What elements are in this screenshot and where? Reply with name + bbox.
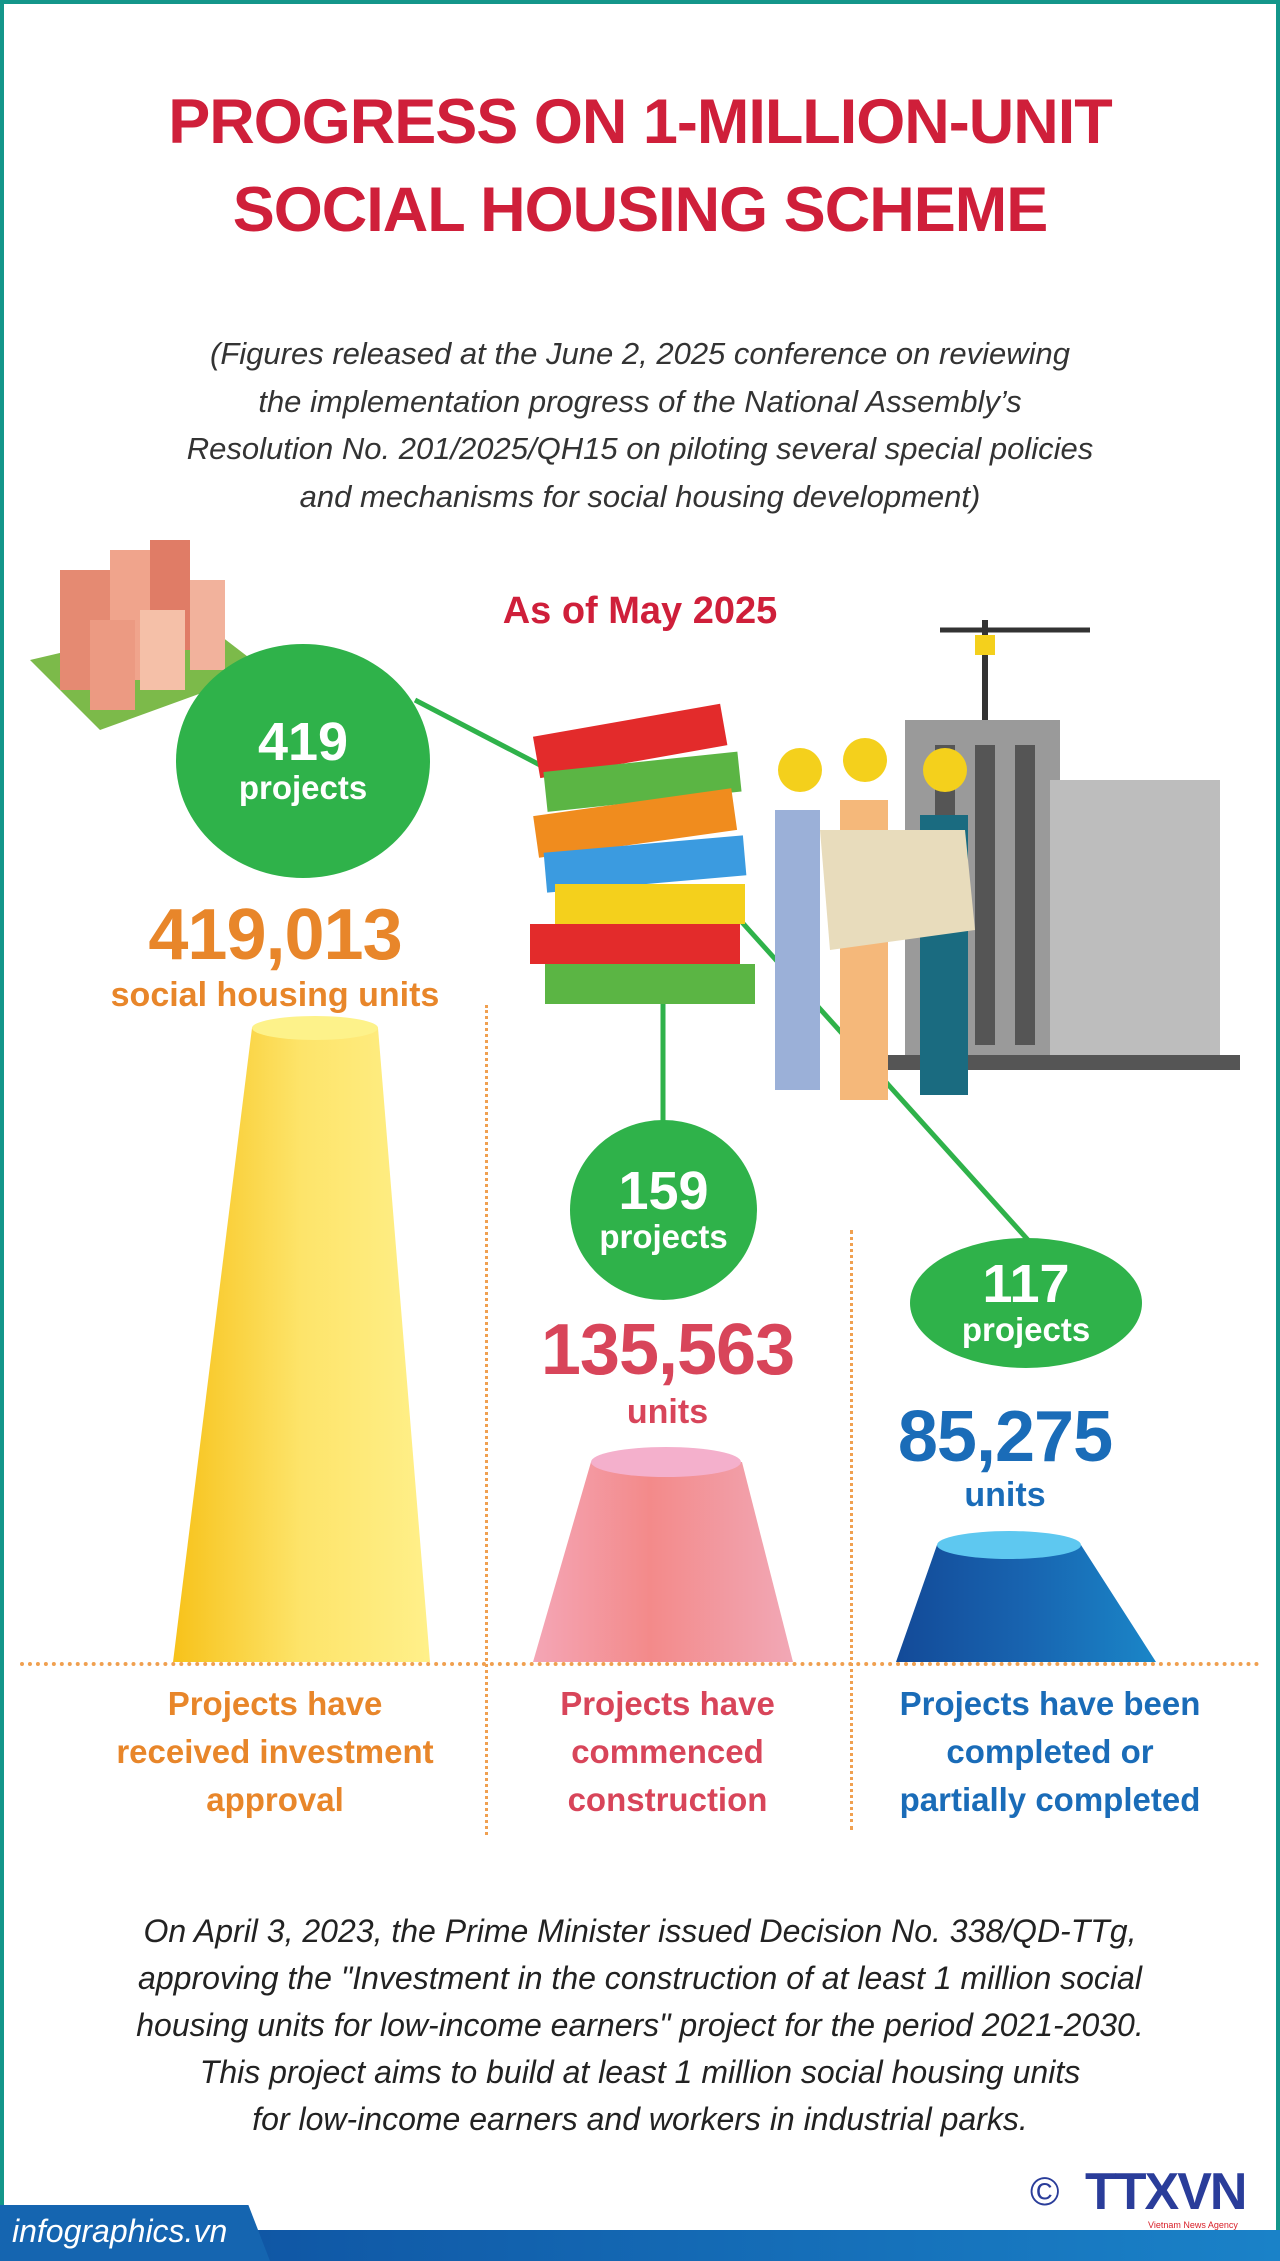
projects-count: 419 <box>257 712 349 772</box>
projects-label: projects <box>599 1218 728 1255</box>
footnote-line: for low-income earners and workers in in… <box>252 2101 1028 2137</box>
footnote-line: housing units for low-income earners" pr… <box>136 2007 1144 2043</box>
label-line: partially completed <box>899 1781 1201 1818</box>
projects-label: projects <box>238 769 368 806</box>
label-line: commenced <box>571 1733 764 1770</box>
units-label-approved: social housing units <box>110 976 440 1014</box>
label-line: completed or <box>946 1733 1154 1770</box>
copyright-icon: © <box>1030 2170 1060 2214</box>
projects-count: 117 <box>982 1254 1070 1314</box>
units-value-completed: 85,275 <box>897 1397 1113 1477</box>
baseline-separator <box>20 1662 1260 1666</box>
label-line: construction <box>567 1781 768 1818</box>
label-completed: Projects have been completed or partiall… <box>855 1680 1245 1824</box>
agency-name: Vietnam News Agency <box>1148 2220 1238 2230</box>
projects-label: projects <box>961 1311 1091 1348</box>
label-approved: Projects have received investment approv… <box>60 1680 490 1824</box>
subtitle-line: the implementation progress of the Natio… <box>258 383 1022 419</box>
column-separator <box>850 1230 853 1830</box>
title-line-2: SOCIAL HOUSING SCHEME <box>232 175 1048 245</box>
workers-icon <box>775 738 975 1100</box>
subtitle-line: and mechanisms for social housing develo… <box>299 478 981 514</box>
label-line: received investment <box>116 1733 434 1770</box>
as-of-date: As of May 2025 <box>502 590 778 632</box>
label-commenced: Projects have commenced construction <box>490 1680 845 1824</box>
footnote: On April 3, 2023, the Prime Minister iss… <box>0 1908 1280 2143</box>
ttxvn-logo: TTXVN <box>1085 2163 1247 2221</box>
column-separator <box>485 1005 488 1835</box>
page-title: PROGRESS ON 1-MILLION-UNIT SOCIAL HOUSIN… <box>0 78 1280 254</box>
apartment-buildings-icon <box>30 540 265 730</box>
projects-bubble-approved: 419 projects <box>176 644 430 878</box>
footnote-line: approving the "Investment in the constru… <box>138 1960 1142 1996</box>
subtitle-line: (Figures released at the June 2, 2025 co… <box>210 336 1070 371</box>
units-value-commenced: 135,563 <box>540 1310 795 1390</box>
cones <box>173 1016 1156 1662</box>
site-link[interactable]: infographics.vn <box>0 2205 270 2261</box>
cone-commenced <box>533 1447 793 1662</box>
footnote-line: On April 3, 2023, the Prime Minister iss… <box>143 1913 1137 1949</box>
cone-completed <box>896 1531 1156 1662</box>
projects-count: 159 <box>618 1161 709 1221</box>
title-line-1: PROGRESS ON 1-MILLION-UNIT <box>168 87 1113 157</box>
label-line: Projects have <box>560 1685 775 1722</box>
units-value-approved: 419,013 <box>148 895 402 975</box>
projects-bubble-completed: 117 projects <box>910 1238 1142 1368</box>
illustrations <box>30 540 1240 1242</box>
label-line: Projects have <box>167 1685 383 1722</box>
subtitle-line: Resolution No. 201/2025/QH15 on piloting… <box>186 431 1094 466</box>
units-label-completed: units <box>964 1476 1046 1514</box>
binders-stack-icon <box>530 703 755 1004</box>
subtitle: (Figures released at the June 2, 2025 co… <box>0 330 1280 520</box>
footnote-line: This project aims to build at least 1 mi… <box>199 2054 1081 2090</box>
projects-bubble-commenced: 159 projects <box>570 1120 757 1300</box>
units-label-commenced: units <box>626 1393 709 1431</box>
label-line: Projects have been <box>899 1685 1201 1722</box>
label-line: approval <box>206 1781 344 1818</box>
cone-approved <box>173 1016 430 1662</box>
